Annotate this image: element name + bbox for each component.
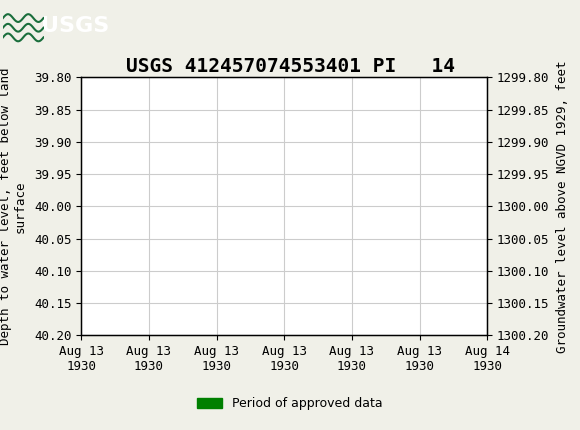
Y-axis label: Groundwater level above NGVD 1929, feet: Groundwater level above NGVD 1929, feet <box>556 60 570 353</box>
Text: USGS 412457074553401 PI   14: USGS 412457074553401 PI 14 <box>125 57 455 76</box>
Text: USGS: USGS <box>41 16 110 36</box>
Legend: Period of approved data: Period of approved data <box>192 392 388 415</box>
Y-axis label: Depth to water level, feet below land
surface: Depth to water level, feet below land su… <box>0 68 27 345</box>
